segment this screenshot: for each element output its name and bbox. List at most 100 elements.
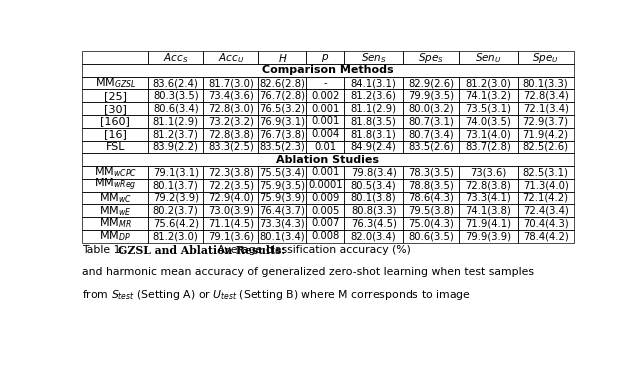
Text: $\mathit{Acc}_U$: $\mathit{Acc}_U$ bbox=[218, 51, 244, 64]
Text: 73.1(4.0): 73.1(4.0) bbox=[465, 129, 511, 139]
Bar bbox=[148, 230, 204, 243]
Bar bbox=[518, 191, 573, 204]
Bar bbox=[403, 128, 459, 141]
Bar bbox=[403, 179, 459, 191]
Text: $\mathrm{MM}_{DP}$: $\mathrm{MM}_{DP}$ bbox=[99, 229, 131, 243]
Bar bbox=[459, 191, 518, 204]
Bar bbox=[204, 217, 259, 230]
Text: 0.002: 0.002 bbox=[311, 91, 339, 101]
Text: 75.9(3.5): 75.9(3.5) bbox=[259, 180, 305, 190]
Bar bbox=[344, 77, 403, 89]
Text: [16]: [16] bbox=[104, 129, 127, 139]
Text: 81.8(3.5): 81.8(3.5) bbox=[351, 116, 397, 126]
Bar bbox=[459, 77, 518, 89]
Text: 72.8(3.0): 72.8(3.0) bbox=[208, 104, 253, 114]
Bar bbox=[83, 191, 148, 204]
Bar bbox=[259, 204, 307, 217]
Text: 76.7(2.8): 76.7(2.8) bbox=[259, 91, 305, 101]
Bar bbox=[344, 51, 403, 64]
Bar bbox=[403, 191, 459, 204]
Text: 81.1(2.9): 81.1(2.9) bbox=[153, 116, 199, 126]
Bar bbox=[307, 230, 344, 243]
Bar bbox=[403, 141, 459, 153]
Text: 0.007: 0.007 bbox=[311, 218, 339, 229]
Text: 81.2(3.0): 81.2(3.0) bbox=[465, 78, 511, 88]
Text: 71.3(4.0): 71.3(4.0) bbox=[523, 180, 568, 190]
Bar bbox=[259, 77, 307, 89]
Bar bbox=[307, 77, 344, 89]
Text: 0.001: 0.001 bbox=[311, 104, 339, 114]
Bar bbox=[344, 230, 403, 243]
Text: $\mathit{Acc}_S$: $\mathit{Acc}_S$ bbox=[163, 51, 188, 64]
Text: 84.1(3.1): 84.1(3.1) bbox=[351, 78, 397, 88]
Bar bbox=[459, 102, 518, 115]
Text: 80.1(3.4): 80.1(3.4) bbox=[260, 231, 305, 241]
Bar bbox=[259, 102, 307, 115]
Bar bbox=[259, 191, 307, 204]
Bar bbox=[83, 102, 148, 115]
Text: 76.9(3.1): 76.9(3.1) bbox=[259, 116, 305, 126]
Text: 82.9(2.6): 82.9(2.6) bbox=[408, 78, 454, 88]
Bar bbox=[204, 141, 259, 153]
Bar bbox=[148, 89, 204, 102]
Bar bbox=[204, 128, 259, 141]
Text: $\mathrm{MM}_{wReg}$: $\mathrm{MM}_{wReg}$ bbox=[94, 177, 136, 193]
Text: 80.1(3.3): 80.1(3.3) bbox=[523, 78, 568, 88]
Text: 73.2(3.2): 73.2(3.2) bbox=[208, 116, 254, 126]
Bar bbox=[204, 77, 259, 89]
Text: 79.9(3.9): 79.9(3.9) bbox=[465, 231, 511, 241]
Text: 0.001: 0.001 bbox=[311, 167, 339, 177]
Bar bbox=[204, 191, 259, 204]
Bar bbox=[259, 128, 307, 141]
Bar bbox=[403, 77, 459, 89]
Bar bbox=[148, 204, 204, 217]
Bar bbox=[518, 166, 573, 179]
Bar bbox=[459, 179, 518, 191]
Text: 83.5(2.3): 83.5(2.3) bbox=[259, 142, 305, 152]
Bar bbox=[148, 115, 204, 128]
Bar bbox=[459, 166, 518, 179]
Bar bbox=[518, 51, 573, 64]
Bar bbox=[148, 217, 204, 230]
Text: 71.1(4.5): 71.1(4.5) bbox=[208, 218, 254, 229]
Bar bbox=[259, 89, 307, 102]
Text: FSL: FSL bbox=[106, 142, 125, 152]
Text: $\mathit{Sen}_U$: $\mathit{Sen}_U$ bbox=[475, 51, 502, 64]
Text: 0.001: 0.001 bbox=[311, 116, 339, 126]
Bar bbox=[83, 77, 148, 89]
Bar bbox=[307, 191, 344, 204]
Text: 80.8(3.3): 80.8(3.3) bbox=[351, 206, 396, 216]
Bar bbox=[83, 217, 148, 230]
Bar bbox=[518, 89, 573, 102]
Bar bbox=[148, 179, 204, 191]
Text: 71.9(4.2): 71.9(4.2) bbox=[523, 129, 569, 139]
Text: 70.4(4.3): 70.4(4.3) bbox=[523, 218, 568, 229]
Bar bbox=[344, 128, 403, 141]
Text: $\mathrm{MM}_{wE}$: $\mathrm{MM}_{wE}$ bbox=[99, 204, 132, 217]
Bar bbox=[204, 179, 259, 191]
Bar bbox=[83, 141, 148, 153]
Text: 73.5(3.1): 73.5(3.1) bbox=[465, 104, 511, 114]
Text: 72.4(3.4): 72.4(3.4) bbox=[523, 206, 568, 216]
Text: 81.2(3.6): 81.2(3.6) bbox=[351, 91, 397, 101]
Bar bbox=[344, 102, 403, 115]
Bar bbox=[344, 141, 403, 153]
Text: 80.0(3.2): 80.0(3.2) bbox=[408, 104, 454, 114]
Bar bbox=[459, 217, 518, 230]
Text: 75.6(4.2): 75.6(4.2) bbox=[153, 218, 199, 229]
Text: 82.5(3.1): 82.5(3.1) bbox=[523, 167, 568, 177]
Text: 79.5(3.8): 79.5(3.8) bbox=[408, 206, 454, 216]
Bar bbox=[259, 141, 307, 153]
Text: 75.9(3.9): 75.9(3.9) bbox=[259, 193, 305, 203]
Bar bbox=[148, 128, 204, 141]
Bar bbox=[307, 115, 344, 128]
Bar bbox=[459, 115, 518, 128]
Text: 76.5(3.2): 76.5(3.2) bbox=[259, 104, 305, 114]
Text: 78.4(4.2): 78.4(4.2) bbox=[523, 231, 568, 241]
Text: $\mathrm{MM}_{wCPC}$: $\mathrm{MM}_{wCPC}$ bbox=[93, 166, 137, 179]
Bar bbox=[518, 230, 573, 243]
Bar bbox=[518, 128, 573, 141]
Bar bbox=[344, 179, 403, 191]
Text: 80.1(3.8): 80.1(3.8) bbox=[351, 193, 396, 203]
Text: 72.9(4.0): 72.9(4.0) bbox=[208, 193, 254, 203]
